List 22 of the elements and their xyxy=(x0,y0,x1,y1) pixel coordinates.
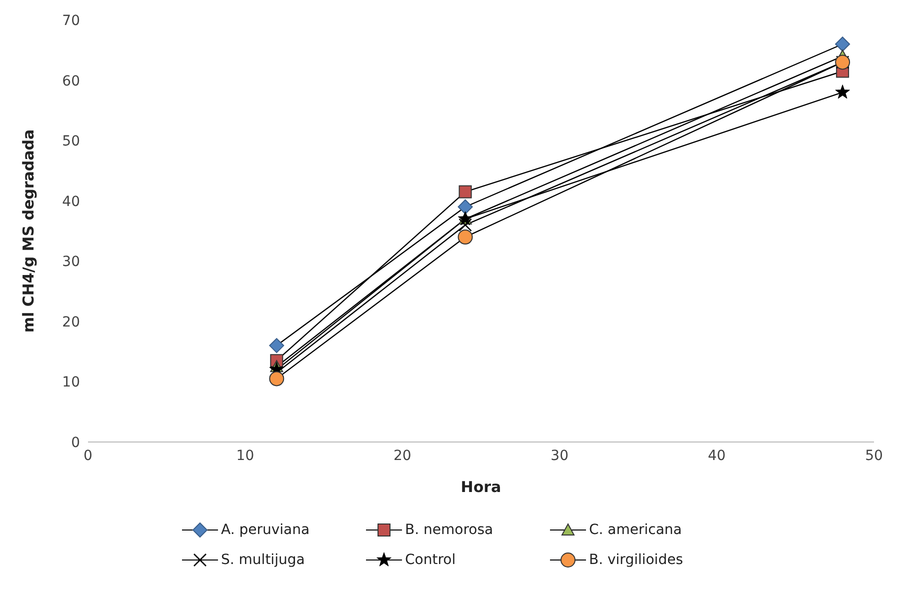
y-tick-label: 60 xyxy=(62,73,80,90)
y-axis-title: ml CH4/g MS degradada xyxy=(19,129,38,333)
x-axis-title: Hora xyxy=(460,478,502,496)
x-tick-label: 30 xyxy=(550,448,569,464)
legend-label: Control xyxy=(405,552,456,568)
x-tick-label: 20 xyxy=(393,448,412,464)
y-tick-label: 50 xyxy=(62,134,80,150)
legend-label: C. americana xyxy=(589,522,682,538)
legend-label: B. nemorosa xyxy=(405,522,494,538)
y-tick-label: 10 xyxy=(62,374,80,391)
y-tick-label: 40 xyxy=(62,194,80,210)
y-tick-label: 70 xyxy=(62,12,80,29)
x-tick-label: 10 xyxy=(236,448,254,464)
legend-label: A. peruviana xyxy=(221,522,310,538)
legend-label: S. multijuga xyxy=(221,552,305,568)
y-tick-label: 30 xyxy=(62,254,80,270)
x-tick-label: 0 xyxy=(84,448,92,464)
y-tick-label: 0 xyxy=(71,434,80,451)
y-tick-label: 20 xyxy=(62,314,80,330)
x-tick-label: 50 xyxy=(865,448,883,464)
legend-label: B. virgilioides xyxy=(589,552,683,568)
x-tick-label: 40 xyxy=(708,448,726,464)
